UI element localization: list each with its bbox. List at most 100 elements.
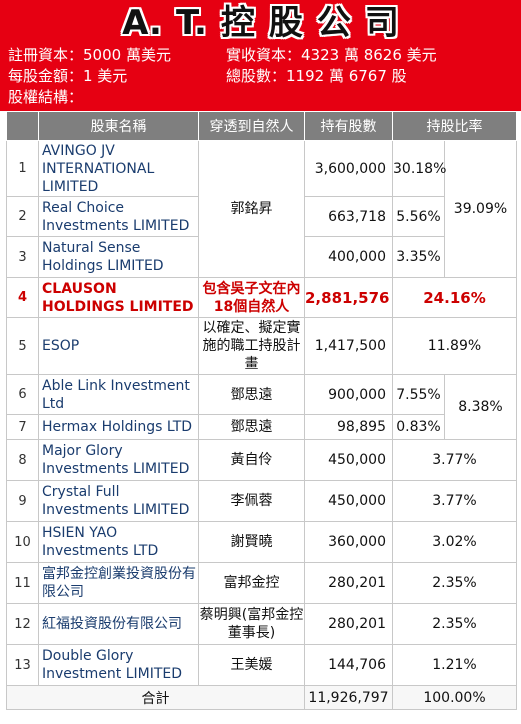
title-char: A. [122, 2, 162, 43]
column-header-pct: 持股比率 [392, 111, 517, 141]
row-number: 7 [6, 414, 39, 440]
row-number: 11 [6, 562, 39, 604]
column-header-name: 股東名稱 [38, 111, 199, 141]
natural-person: 包含吳子文在內18個自然人 [198, 277, 305, 318]
registered-capital: 註冊資本：5000 萬美元 [8, 46, 171, 64]
shareholder-name: Real Choice Investments LIMITED [38, 196, 199, 237]
par-value: 每股金額：1 美元 [8, 67, 128, 85]
shareholder-name: Hermax Holdings LTD [38, 414, 199, 440]
shareholder-name: 富邦金控創業投資股份有限公司 [38, 562, 199, 604]
shares-held: 663,718 [304, 196, 393, 237]
share-ratio: 3.02% [392, 521, 517, 563]
table-row: 9 Crystal Full Investments LIMITED 李佩蓉 4… [6, 480, 517, 522]
shares-held: 98,895 [304, 414, 393, 440]
row-number: 6 [6, 374, 39, 415]
table-row-highlighted: 4 CLAUSON HOLDINGS LIMITED 包含吳子文在內18個自然人… [6, 277, 517, 318]
total-shares-value: 11,926,797 [304, 685, 393, 710]
row-number: 10 [6, 521, 39, 563]
shareholding-structure-label: 股權結構： [8, 88, 84, 106]
shares-held: 280,201 [304, 603, 393, 645]
row-number: 5 [6, 317, 39, 375]
column-header-shares: 持有股數 [304, 111, 393, 141]
row-number: 4 [6, 277, 39, 318]
total-row: 合計 11,926,797 100.00% [6, 685, 517, 710]
shares-held: 2,881,576 [304, 277, 393, 318]
table-row: 13 Double Glory Investment LIMITED 王美媛 1… [6, 644, 517, 686]
natural-person: 富邦金控 [198, 562, 305, 604]
share-ratio: 1.21% [392, 644, 517, 686]
table-row: 11 富邦金控創業投資股份有限公司 富邦金控 280,201 2.35% [6, 562, 517, 604]
row-number: 8 [6, 439, 39, 481]
share-ratio: 3.77% [392, 439, 517, 481]
shareholder-name: AVINGO JV INTERNATIONAL LIMITED [38, 140, 199, 197]
group-ratio: 8.38% [444, 374, 517, 440]
row-number: 12 [6, 603, 39, 645]
table-row: 2 Real Choice Investments LIMITED 663,71… [6, 196, 517, 237]
title-banner: A. T. 控 股 公 司 [0, 0, 521, 45]
row-number: 13 [6, 644, 39, 686]
shareholder-name: ESOP [38, 317, 199, 375]
shareholder-name: Major Glory Investments LIMITED [38, 439, 199, 481]
table-row: 7 Hermax Holdings LTD 鄧思遠 98,895 0.83% [6, 414, 517, 440]
title-char: 公 [316, 2, 351, 43]
total-pct-value: 100.00% [392, 685, 517, 710]
shares-held: 400,000 [304, 236, 393, 278]
title-char: 控 [220, 2, 255, 43]
shareholder-name: CLAUSON HOLDINGS LIMITED [38, 277, 199, 318]
table-row: 10 HSIEN YAO Investments LTD 謝賢曉 360,000… [6, 521, 517, 563]
natural-person: 李佩蓉 [198, 480, 305, 522]
share-ratio: 0.83% [392, 414, 445, 440]
natural-person: 以確定、擬定實施的職工持股計畫 [198, 317, 305, 375]
title-char: 司 [364, 2, 399, 43]
shares-held: 360,000 [304, 521, 393, 563]
shareholder-name: HSIEN YAO Investments LTD [38, 521, 199, 563]
shares-held: 450,000 [304, 439, 393, 481]
table-row: 6 Able Link Investment Ltd 鄧思遠 900,000 7… [6, 374, 517, 440]
table-row: 1 AVINGO JV INTERNATIONAL LIMITED 郭銘昇 3,… [6, 140, 517, 278]
natural-person: 鄧思遠 [198, 414, 305, 440]
shareholder-name: Crystal Full Investments LIMITED [38, 480, 199, 522]
row-number: 3 [6, 236, 39, 278]
table-header-row: 股東名稱 穿透到自然人 持有股數 持股比率 [6, 111, 517, 141]
natural-person: 鄧思遠 [198, 374, 305, 415]
group-ratio: 39.09% [444, 140, 517, 278]
column-header-person: 穿透到自然人 [198, 111, 305, 141]
company-info-box: 註冊資本：5000 萬美元 實收資本：4323 萬 8626 美元 每股金額：1… [0, 45, 521, 111]
row-number: 2 [6, 196, 39, 237]
shares-held: 900,000 [304, 374, 393, 415]
share-ratio: 3.35% [392, 236, 445, 278]
shareholder-name: 紅福投資股份有限公司 [38, 603, 199, 645]
share-ratio: 30.18% [392, 140, 446, 197]
title-char: T. [175, 2, 207, 43]
shares-held: 1,417,500 [304, 317, 393, 375]
total-shares: 總股數：1192 萬 6767 股 [226, 67, 407, 85]
share-ratio: 7.55% [392, 374, 445, 415]
table-row: 5 ESOP 以確定、擬定實施的職工持股計畫 1,417,500 11.89% [6, 317, 517, 375]
natural-person: 郭銘昇 [198, 140, 305, 278]
page-title: A. T. 控 股 公 司 [0, 0, 521, 45]
share-ratio: 3.77% [392, 480, 517, 522]
table-row: 3 Natural Sense Holdings LIMITED 400,000… [6, 236, 517, 278]
shares-held: 144,706 [304, 644, 393, 686]
shareholder-name: Able Link Investment Ltd [38, 374, 199, 415]
shares-held: 450,000 [304, 480, 393, 522]
row-number: 9 [6, 480, 39, 522]
table-row: 8 Major Glory Investments LIMITED 黃自伶 45… [6, 439, 517, 481]
natural-person: 蔡明興(富邦金控董事長) [198, 603, 305, 645]
shares-held: 280,201 [304, 562, 393, 604]
natural-person: 謝賢曉 [198, 521, 305, 563]
share-ratio: 11.89% [392, 317, 517, 375]
total-label: 合計 [6, 685, 305, 710]
shareholder-name: Natural Sense Holdings LIMITED [38, 236, 199, 278]
share-ratio: 5.56% [392, 196, 445, 237]
shares-held: 3,600,000 [304, 140, 393, 197]
natural-person: 王美媛 [198, 644, 305, 686]
shareholder-table: 股東名稱 穿透到自然人 持有股數 持股比率 1 AVINGO JV INTERN… [6, 111, 517, 710]
share-ratio: 2.35% [392, 603, 517, 645]
table-row: 12 紅福投資股份有限公司 蔡明興(富邦金控董事長) 280,201 2.35% [6, 603, 517, 645]
column-header-no [6, 111, 39, 141]
row-number: 1 [6, 140, 39, 197]
share-ratio: 24.16% [392, 277, 517, 318]
share-ratio: 2.35% [392, 562, 517, 604]
natural-person: 黃自伶 [198, 439, 305, 481]
